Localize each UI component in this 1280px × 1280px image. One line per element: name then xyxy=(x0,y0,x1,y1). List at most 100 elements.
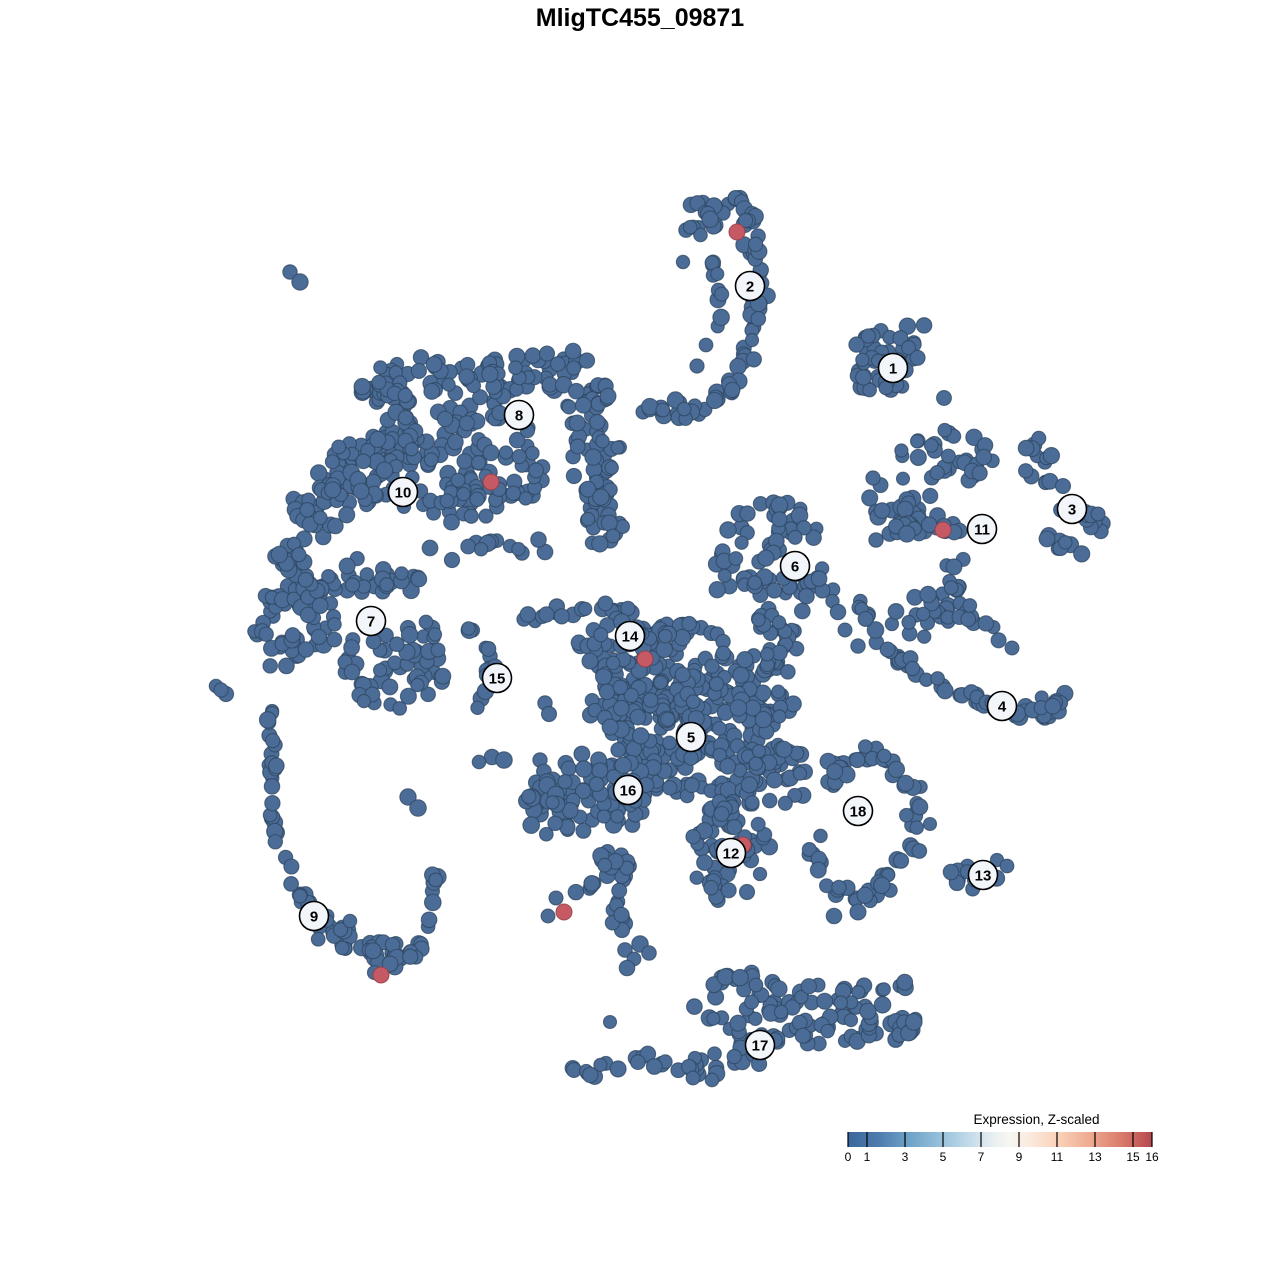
data-point xyxy=(327,617,342,632)
cluster-label-10: 10 xyxy=(387,476,419,508)
data-point xyxy=(278,657,295,675)
data-point xyxy=(911,843,928,859)
data-point xyxy=(283,876,299,892)
data-point xyxy=(724,381,741,399)
data-point xyxy=(708,676,725,692)
data-point xyxy=(600,514,618,532)
data-point xyxy=(450,472,466,488)
data-point xyxy=(773,1004,789,1020)
data-point xyxy=(508,431,526,449)
data-point xyxy=(701,210,719,229)
data-point xyxy=(602,1014,618,1030)
page-title: MligTC455_09871 xyxy=(535,4,745,32)
data-point xyxy=(857,739,873,755)
data-point xyxy=(575,822,592,839)
data-point xyxy=(857,610,874,627)
data-point xyxy=(470,700,485,715)
data-point xyxy=(765,771,783,789)
data-point xyxy=(732,666,750,684)
cluster-label-2: 2 xyxy=(734,270,766,302)
data-point xyxy=(682,219,698,235)
data-point xyxy=(705,391,724,410)
cluster-label-text: 16 xyxy=(620,782,637,799)
data-point xyxy=(855,352,870,368)
legend-tick-label: 11 xyxy=(1051,1150,1064,1164)
data-point xyxy=(810,570,828,588)
cluster-label-text: 13 xyxy=(975,867,992,884)
data-point xyxy=(463,508,479,524)
data-point xyxy=(662,735,677,751)
data-point xyxy=(617,942,633,958)
data-point xyxy=(820,1023,835,1039)
data-point xyxy=(538,826,554,842)
data-point xyxy=(729,699,748,717)
data-point xyxy=(291,273,309,291)
cluster-label-text: 10 xyxy=(395,484,412,501)
data-point xyxy=(612,679,629,696)
cluster-label-1: 1 xyxy=(877,352,909,384)
cluster-label-text: 6 xyxy=(791,558,799,575)
data-point xyxy=(569,438,586,455)
data-point xyxy=(861,489,879,507)
cluster-label-text: 5 xyxy=(687,729,695,746)
data-point xyxy=(708,581,726,599)
cluster-label-6: 6 xyxy=(779,550,811,582)
data-point xyxy=(736,651,754,669)
data-point xyxy=(770,496,789,514)
data-point xyxy=(610,809,625,824)
data-point xyxy=(397,387,413,404)
cluster-label-17: 17 xyxy=(744,1029,776,1061)
highlight-point xyxy=(555,903,573,921)
data-point xyxy=(372,663,388,678)
cluster-label-11: 11 xyxy=(966,513,998,545)
data-point xyxy=(581,652,599,670)
data-point xyxy=(909,349,926,366)
data-point xyxy=(409,799,427,817)
data-point xyxy=(283,858,300,875)
data-point xyxy=(469,491,485,508)
cluster-label-text: 15 xyxy=(489,670,506,687)
data-point xyxy=(481,365,499,383)
data-point xyxy=(400,626,419,644)
cluster-label-text: 17 xyxy=(752,1037,769,1054)
data-point xyxy=(689,358,705,374)
data-point xyxy=(761,792,778,809)
data-point xyxy=(284,627,301,644)
data-point xyxy=(971,465,988,482)
data-point xyxy=(728,551,744,566)
data-point xyxy=(792,766,808,781)
data-point xyxy=(381,955,399,973)
data-point xyxy=(689,870,704,885)
data-point xyxy=(896,500,914,518)
data-point xyxy=(580,511,596,527)
data-point xyxy=(599,387,617,405)
data-point xyxy=(471,455,487,471)
data-point xyxy=(439,493,455,509)
data-point xyxy=(1058,535,1073,550)
data-point xyxy=(371,374,387,390)
data-point xyxy=(631,727,650,745)
data-point xyxy=(675,254,691,270)
data-point xyxy=(324,454,340,470)
data-point xyxy=(707,1046,722,1062)
data-point xyxy=(825,907,843,925)
data-point xyxy=(754,684,772,702)
cluster-label-text: 9 xyxy=(310,908,318,925)
cluster-label-text: 12 xyxy=(723,845,740,862)
data-point xyxy=(630,1054,646,1071)
data-point xyxy=(565,467,583,485)
data-point xyxy=(338,557,356,575)
data-point xyxy=(596,809,612,824)
data-point xyxy=(805,529,822,546)
data-point xyxy=(909,820,925,835)
data-point xyxy=(321,568,336,584)
data-point xyxy=(594,668,613,686)
data-point xyxy=(471,754,487,770)
data-point xyxy=(720,882,737,899)
data-point xyxy=(538,345,556,362)
data-point xyxy=(530,531,547,548)
data-point xyxy=(849,903,867,921)
data-point xyxy=(862,382,877,398)
legend-tick-label: 3 xyxy=(902,1150,909,1164)
cluster-label-14: 14 xyxy=(614,620,646,652)
